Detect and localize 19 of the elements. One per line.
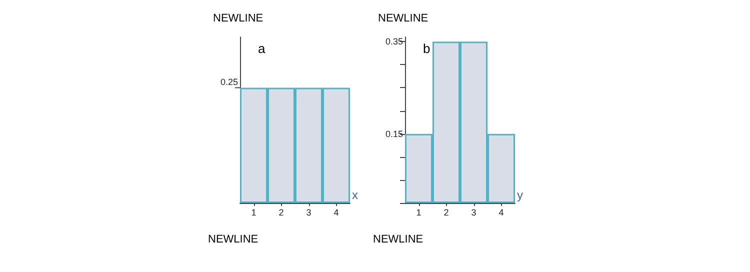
annotation: b: [423, 41, 430, 56]
x-tick-label: 1: [251, 208, 256, 218]
x-tick-label: 3: [471, 208, 476, 218]
y-tick-label: 0.15: [385, 128, 403, 139]
x-axis-title: y: [517, 188, 523, 202]
x-tick-label: 2: [444, 208, 449, 218]
text: NEWLINE: [373, 234, 424, 246]
x-tick-label: 4: [334, 208, 339, 218]
x-tick-label: 4: [498, 208, 504, 218]
chart-title: NEWLINE: [213, 12, 264, 24]
x-tick-label: 3: [306, 208, 312, 218]
text: NEWLINE: [208, 234, 258, 246]
text: a: [258, 41, 266, 56]
x-tick-label: 2: [278, 208, 284, 218]
x-axis-title: x: [352, 188, 358, 202]
text: 0.25: [220, 77, 238, 88]
x-tick-label: 1: [416, 208, 422, 218]
chart-title: NEWLINE: [378, 12, 428, 24]
y-tick-label: 0.35: [385, 36, 403, 47]
